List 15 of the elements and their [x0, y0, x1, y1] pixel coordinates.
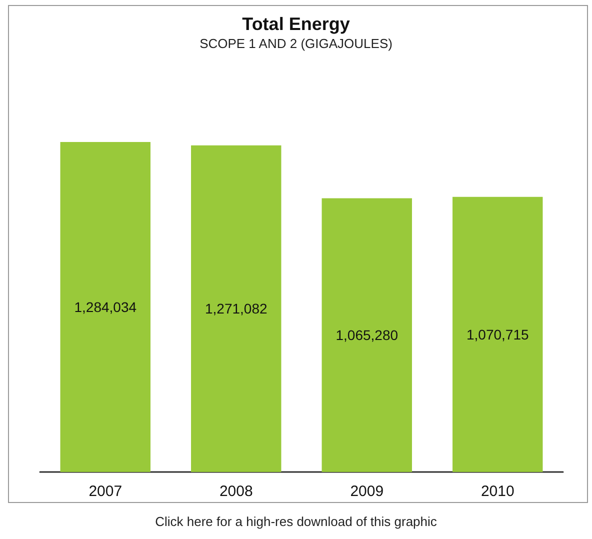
bar: [322, 198, 412, 472]
chart-subtitle: SCOPE 1 AND 2 (GIGAJOULES): [200, 36, 392, 51]
chart-title: Total Energy: [242, 14, 350, 34]
bar: [452, 196, 543, 472]
data-label: 1,284,034: [74, 299, 137, 315]
data-label: 1,065,280: [336, 327, 398, 344]
x-tick-label: 2007: [88, 483, 122, 500]
text: Click here for a high-res download of this graphic: [154, 514, 438, 529]
bar: [60, 142, 150, 472]
x-tick-label: 2009: [350, 483, 384, 500]
x-tick-label: 2008: [219, 483, 253, 500]
x-tick-label: 2010: [480, 483, 514, 500]
data-label: 1,070,715: [466, 326, 529, 342]
bar: [191, 145, 282, 472]
data-label: 1,271,082: [204, 300, 268, 317]
